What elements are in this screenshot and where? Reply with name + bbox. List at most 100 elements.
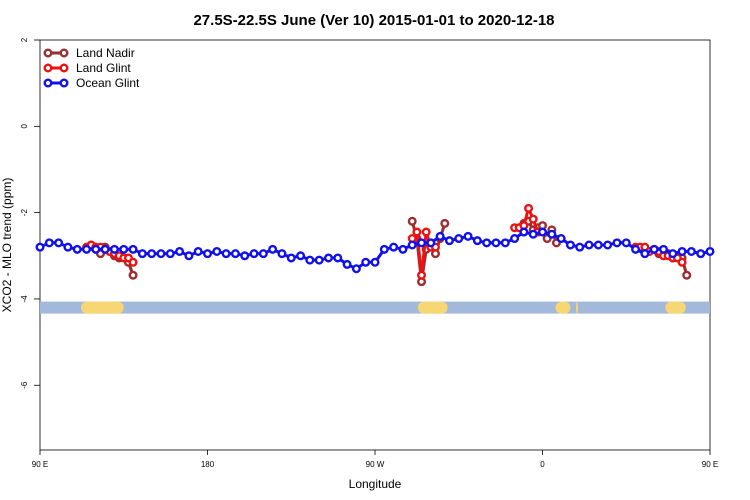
data-point: [268, 244, 278, 254]
series-2: [35, 227, 715, 274]
y-tick-label: -6: [20, 381, 29, 389]
data-point: [342, 259, 352, 269]
data-point: [417, 270, 427, 280]
data-point: [379, 244, 389, 254]
legend-marker: [59, 63, 69, 73]
x-tick-label: 90 E: [32, 460, 48, 469]
data-point: [82, 244, 92, 254]
legend-marker: [59, 48, 69, 58]
data-point: [91, 244, 101, 254]
data-point: [351, 264, 361, 274]
data-point: [323, 253, 333, 263]
data-point: [593, 240, 603, 250]
data-point: [519, 227, 529, 237]
data-point: [240, 251, 250, 261]
data-point: [528, 229, 538, 239]
data-point: [249, 249, 259, 259]
y-tick-label: 2: [20, 37, 29, 42]
legend-label: Land Glint: [76, 61, 131, 75]
data-point: [491, 238, 501, 248]
data-point: [286, 253, 296, 263]
data-point: [668, 249, 678, 259]
series-layer: [35, 203, 715, 287]
data-point: [426, 238, 436, 248]
x-tick-label: 90 E: [702, 460, 718, 469]
data-point: [649, 244, 659, 254]
data-point: [412, 227, 422, 237]
data-point: [556, 234, 566, 244]
data-point: [575, 242, 585, 252]
data-point: [305, 255, 315, 265]
data-point: [538, 227, 548, 237]
data-point: [128, 244, 138, 254]
data-point: [584, 240, 594, 250]
data-point: [165, 249, 175, 259]
legend-item: Land Glint: [43, 61, 131, 75]
data-point: [472, 236, 482, 246]
data-point: [296, 251, 306, 261]
legend-marker: [59, 78, 69, 88]
data-point: [109, 244, 119, 254]
map-strip: [40, 301, 710, 314]
y-tick-label: 0: [20, 124, 29, 129]
data-point: [119, 244, 129, 254]
map-strip-land-2: [555, 301, 571, 314]
data-point: [221, 249, 231, 259]
map-strip-land-0: [80, 301, 124, 314]
data-point: [44, 238, 54, 248]
data-point: [370, 257, 380, 267]
data-point: [407, 240, 417, 250]
data-point: [407, 216, 417, 226]
data-point: [417, 238, 427, 248]
data-point: [230, 249, 240, 259]
data-point: [137, 249, 147, 259]
data-point: [72, 244, 82, 254]
data-point: [128, 270, 138, 280]
data-point: [361, 257, 371, 267]
data-point: [510, 234, 520, 244]
data-point: [54, 238, 64, 248]
data-point: [621, 238, 631, 248]
map-strip-land-1: [417, 301, 448, 314]
data-point: [463, 231, 473, 241]
data-point: [440, 218, 450, 228]
data-point: [686, 246, 696, 256]
legend-marker: [43, 48, 53, 58]
data-point: [421, 227, 431, 237]
data-point: [175, 246, 185, 256]
legend-marker: [43, 78, 53, 88]
data-point: [482, 238, 492, 248]
data-point: [147, 249, 157, 259]
series-1: [82, 203, 687, 280]
y-tick-label: -2: [20, 209, 29, 217]
x-axis-label: Longitude: [349, 477, 402, 491]
data-point: [528, 214, 538, 224]
legend-marker: [43, 63, 53, 73]
data-point: [212, 246, 222, 256]
y-axis-label: XCO2 - MLO trend (ppm): [0, 178, 14, 313]
legend-label: Ocean Glint: [76, 76, 140, 90]
data-point: [631, 244, 641, 254]
y-tick-label: -4: [20, 295, 29, 303]
data-point: [333, 253, 343, 263]
chart-title: 27.5S-22.5S June (Ver 10) 2015-01-01 to …: [193, 12, 554, 29]
x-tick-label: 0: [540, 460, 545, 469]
data-point: [696, 249, 706, 259]
data-point: [547, 229, 557, 239]
legend-label: Land Nadir: [76, 46, 135, 60]
data-point: [398, 244, 408, 254]
legend-item: Ocean Glint: [43, 76, 140, 90]
data-point: [314, 255, 324, 265]
data-point: [202, 249, 212, 259]
data-point: [677, 257, 687, 267]
data-point: [682, 270, 692, 280]
data-point: [389, 242, 399, 252]
legend-item: Land Nadir: [43, 46, 135, 60]
data-point: [277, 249, 287, 259]
data-point: [500, 238, 510, 248]
y-axis: 2 0 -2 -4 -6: [20, 37, 40, 389]
data-point: [612, 238, 622, 248]
data-point: [444, 236, 454, 246]
